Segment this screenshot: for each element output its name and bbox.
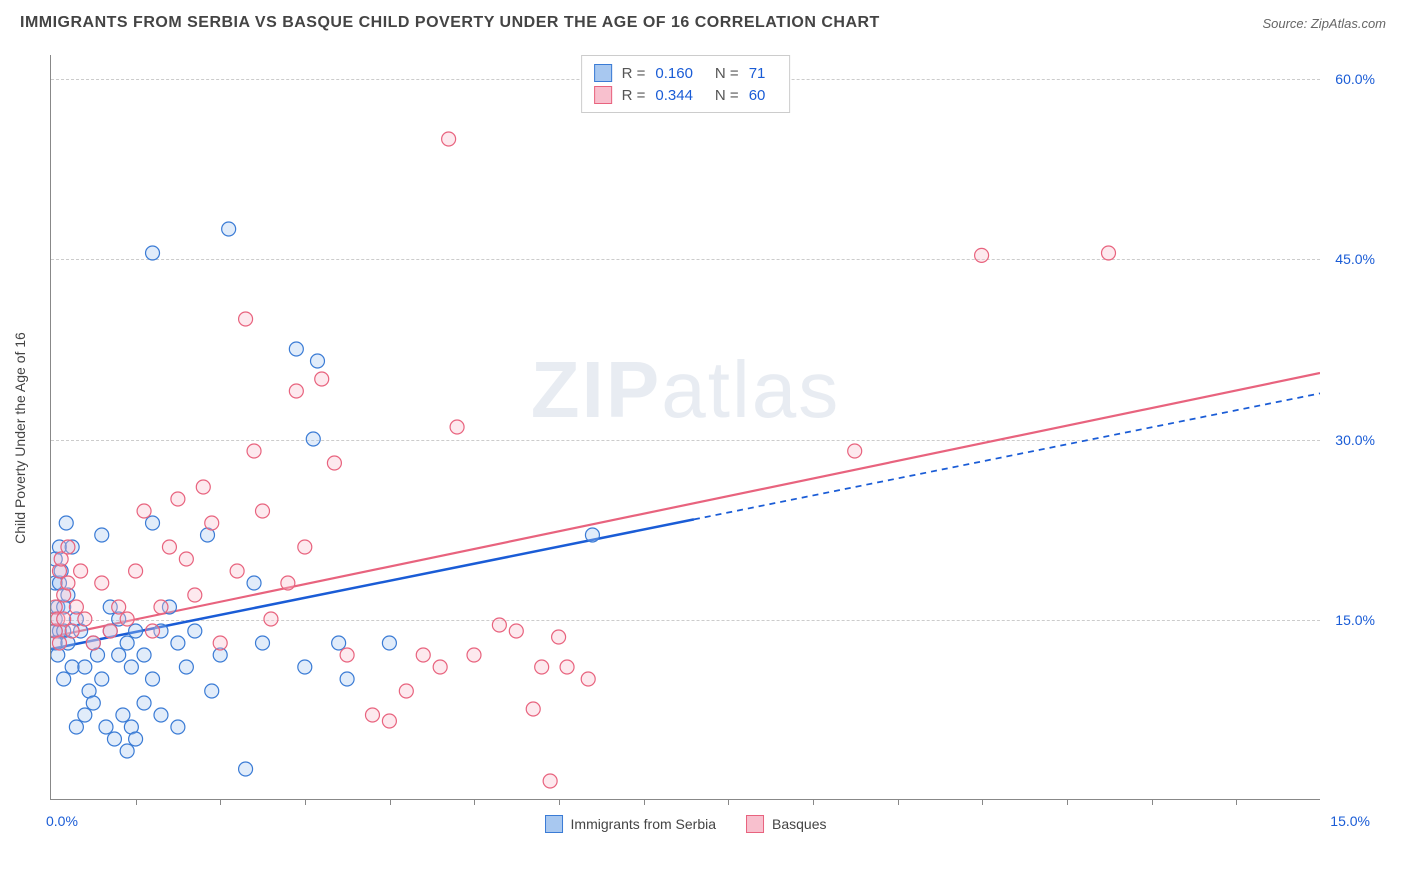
legend-item-serbia: Immigrants from Serbia [545,815,716,833]
chart-title: IMMIGRANTS FROM SERBIA VS BASQUE CHILD P… [20,14,880,32]
plot-area: ZIPatlas R = 0.160 N = 71 R = 0.344 N = … [50,55,1320,800]
y-tick-label: 60.0% [1335,71,1375,87]
legend-bottom: Immigrants from Serbia Basques [545,815,827,833]
legend-row-basques: R = 0.344 N = 60 [594,84,778,106]
swatch-serbia-icon [545,815,563,833]
swatch-basques-icon [746,815,764,833]
x-tick-label: 0.0% [46,813,78,829]
y-tick-label: 15.0% [1335,612,1375,628]
chart-source: Source: ZipAtlas.com [1262,16,1386,31]
y-tick-label: 45.0% [1335,251,1375,267]
chart-header: IMMIGRANTS FROM SERBIA VS BASQUE CHILD P… [0,0,1406,40]
scatter-svg [51,55,1320,799]
legend-item-basques: Basques [746,815,826,833]
x-tick-label: 15.0% [1330,813,1370,829]
legend-row-serbia: R = 0.160 N = 71 [594,62,778,84]
chart-container: Child Poverty Under the Age of 16 ZIPatl… [50,55,1370,820]
legend-stats: R = 0.160 N = 71 R = 0.344 N = 60 [581,55,791,113]
swatch-basques [594,86,612,104]
y-tick-label: 30.0% [1335,432,1375,448]
y-axis-label: Child Poverty Under the Age of 16 [12,332,28,544]
swatch-serbia [594,64,612,82]
